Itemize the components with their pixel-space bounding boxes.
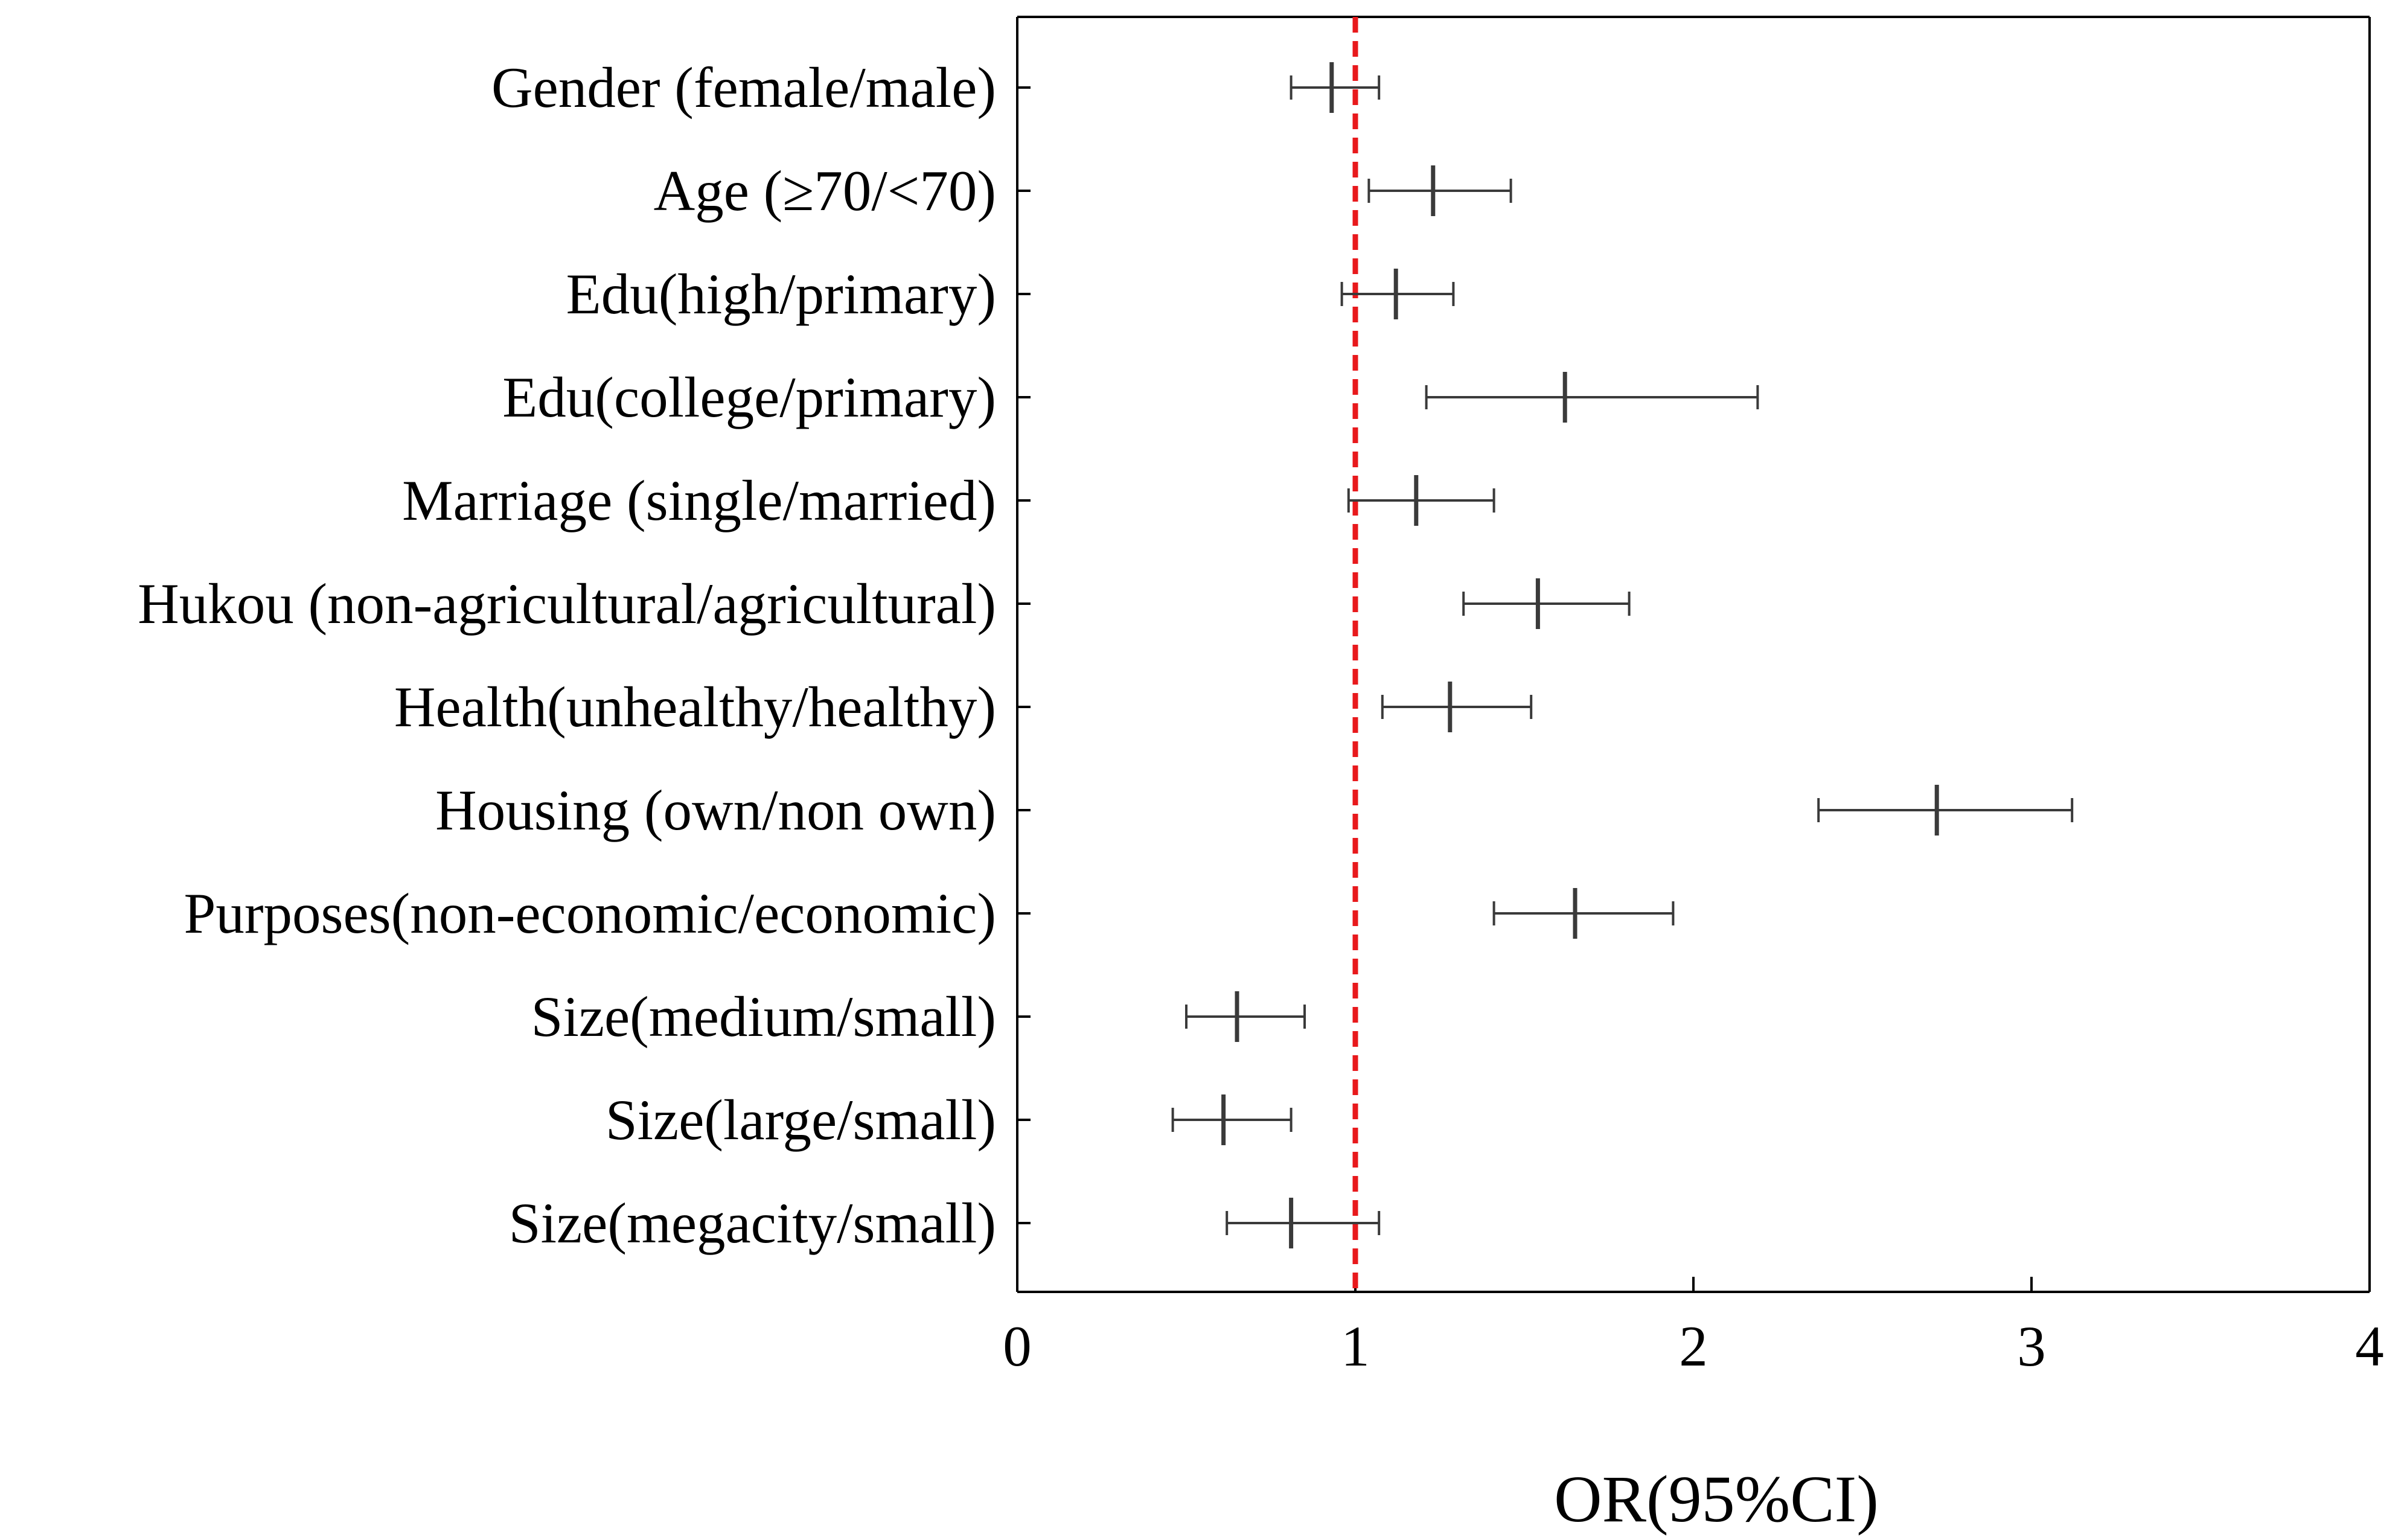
ci-row bbox=[1185, 991, 1306, 1042]
category-labels: Gender (female/male) Age (≥70/<70) Edu(hig… bbox=[138, 56, 996, 1255]
x-tick-label: 3 bbox=[2017, 1314, 2046, 1378]
category-label: Hukou (non-agricultural/agricultural) bbox=[138, 572, 996, 636]
ci-row bbox=[1462, 578, 1631, 629]
category-label: Health(unhealthy/healthy) bbox=[394, 675, 996, 739]
category-label: Size(megacity/small) bbox=[509, 1191, 996, 1255]
ci-row bbox=[1425, 372, 1759, 423]
ci-row bbox=[1367, 165, 1512, 216]
category-label: Edu(high/primary) bbox=[566, 262, 996, 326]
plot-frame bbox=[1016, 16, 2371, 1293]
ci-row bbox=[1226, 1198, 1381, 1248]
ci-row bbox=[1347, 475, 1495, 526]
category-label: Size(medium/small) bbox=[531, 985, 996, 1049]
ci-row bbox=[1492, 888, 1675, 939]
category-label: Size(large/small) bbox=[606, 1088, 996, 1152]
ci-row bbox=[1381, 682, 1533, 732]
ci-row bbox=[1290, 62, 1381, 113]
x-tick-label: 4 bbox=[2355, 1314, 2384, 1378]
y-axis-ticks bbox=[1017, 86, 1031, 1224]
category-label: Purposes(non-economic/economic) bbox=[184, 881, 996, 945]
x-axis-title: OR(95%CI) bbox=[1554, 1462, 1879, 1536]
x-tick-label: 0 bbox=[1003, 1314, 1032, 1378]
category-label: Marriage (single/married) bbox=[402, 468, 996, 532]
ci-row bbox=[1340, 269, 1455, 319]
x-tick-label: 1 bbox=[1341, 1314, 1370, 1378]
category-label: Housing (own/non own) bbox=[435, 778, 996, 842]
forest-marks bbox=[1171, 62, 2074, 1248]
ci-row bbox=[1817, 785, 2074, 835]
ci-row bbox=[1171, 1094, 1293, 1145]
x-axis-ticks: 0 1 2 3 4 bbox=[1003, 1277, 2384, 1378]
category-label: Gender (female/male) bbox=[491, 56, 996, 120]
category-label: Age (≥70/<70) bbox=[654, 159, 996, 223]
category-label: Edu(college/primary) bbox=[502, 365, 996, 429]
x-tick-label: 2 bbox=[1679, 1314, 1708, 1378]
